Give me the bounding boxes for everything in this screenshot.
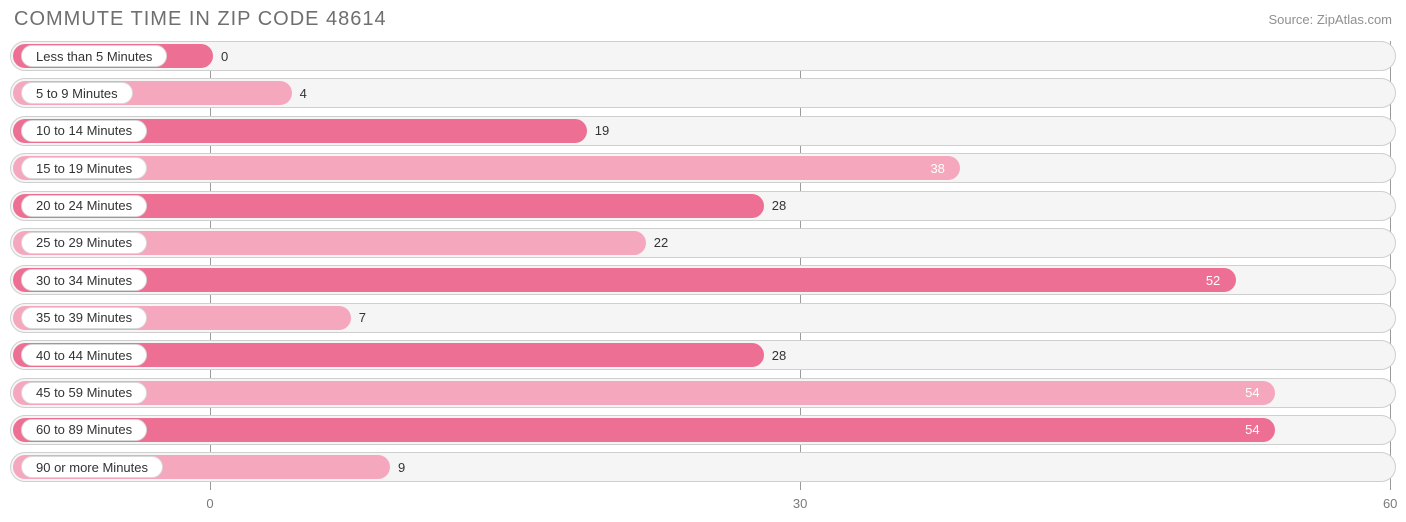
bar-row: 30 to 34 Minutes 52 [10,265,1396,295]
value-label: 54 [1245,379,1259,407]
x-axis: 0 30 60 [10,490,1396,518]
category-label: 40 to 44 Minutes [21,344,147,366]
category-label: 15 to 19 Minutes [21,157,147,179]
bar-row: 25 to 29 Minutes 22 [10,228,1396,258]
bar-row: 45 to 59 Minutes 54 [10,378,1396,408]
chart-title: COMMUTE TIME IN ZIP CODE 48614 [14,8,387,31]
category-label: 25 to 29 Minutes [21,232,147,254]
category-label: 45 to 59 Minutes [21,382,147,404]
category-label: Less than 5 Minutes [21,45,167,67]
bar [13,381,1275,405]
value-label: 22 [654,229,668,257]
bar-row: 20 to 24 Minutes 28 [10,191,1396,221]
category-label: 60 to 89 Minutes [21,419,147,441]
bar [13,418,1275,442]
bar [13,156,960,180]
value-label: 9 [398,453,405,481]
chart-plot-area: Less than 5 Minutes 0 5 to 9 Minutes 4 10 to… [10,41,1396,518]
category-label: 20 to 24 Minutes [21,195,147,217]
value-label: 7 [359,304,366,332]
bar-row: 40 to 44 Minutes 28 [10,340,1396,370]
x-tick-label: 60 [1383,496,1397,511]
category-label: 30 to 34 Minutes [21,269,147,291]
chart-source: Source: ZipAtlas.com [1268,8,1392,27]
bar-row: 10 to 14 Minutes 19 [10,116,1396,146]
category-label: 35 to 39 Minutes [21,307,147,329]
value-label: 0 [221,42,228,70]
value-label: 4 [300,79,307,107]
commute-time-chart: COMMUTE TIME IN ZIP CODE 48614 Source: Z… [0,0,1406,522]
bar [13,268,1236,292]
category-label: 90 or more Minutes [21,456,163,478]
bar-row: 35 to 39 Minutes 7 [10,303,1396,333]
value-label: 54 [1245,416,1259,444]
value-label: 28 [772,192,786,220]
x-tick-label: 0 [206,496,213,511]
x-tick-label: 30 [793,496,807,511]
bar-row: Less than 5 Minutes 0 [10,41,1396,71]
value-label: 38 [930,154,944,182]
value-label: 19 [595,117,609,145]
value-label: 28 [772,341,786,369]
bar-row: 60 to 89 Minutes 54 [10,415,1396,445]
bar-row: 15 to 19 Minutes 38 [10,153,1396,183]
bar-row: 90 or more Minutes 9 [10,452,1396,482]
chart-header: COMMUTE TIME IN ZIP CODE 48614 Source: Z… [10,8,1396,41]
value-label: 52 [1206,266,1220,294]
bar-row: 5 to 9 Minutes 4 [10,78,1396,108]
category-label: 10 to 14 Minutes [21,120,147,142]
category-label: 5 to 9 Minutes [21,82,133,104]
